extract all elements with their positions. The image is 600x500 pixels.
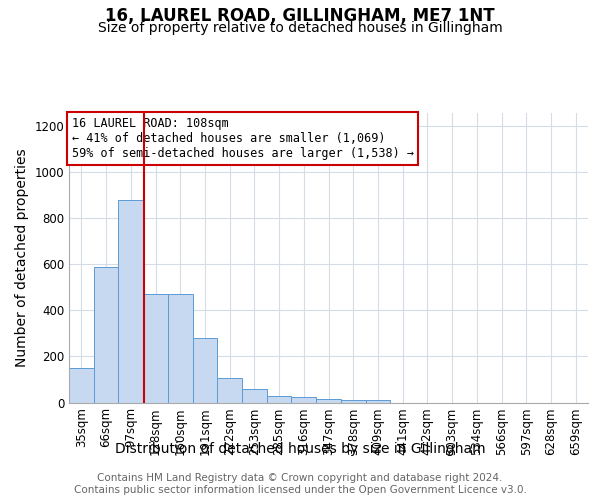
Bar xyxy=(292,396,316,402)
Bar xyxy=(168,294,193,403)
Bar xyxy=(143,294,168,403)
Bar xyxy=(118,200,143,402)
Bar xyxy=(316,399,341,402)
Text: Size of property relative to detached houses in Gillingham: Size of property relative to detached ho… xyxy=(98,21,502,35)
Bar xyxy=(69,368,94,402)
Bar xyxy=(267,396,292,402)
Text: Distribution of detached houses by size in Gillingham: Distribution of detached houses by size … xyxy=(115,442,485,456)
Bar xyxy=(94,266,118,402)
Text: 16 LAUREL ROAD: 108sqm
← 41% of detached houses are smaller (1,069)
59% of semi-: 16 LAUREL ROAD: 108sqm ← 41% of detached… xyxy=(71,117,413,160)
Y-axis label: Number of detached properties: Number of detached properties xyxy=(15,148,29,367)
Bar xyxy=(193,338,217,402)
Bar xyxy=(217,378,242,402)
Text: Contains HM Land Registry data © Crown copyright and database right 2024.
Contai: Contains HM Land Registry data © Crown c… xyxy=(74,474,526,495)
Bar xyxy=(341,400,365,402)
Text: 16, LAUREL ROAD, GILLINGHAM, ME7 1NT: 16, LAUREL ROAD, GILLINGHAM, ME7 1NT xyxy=(105,8,495,26)
Bar xyxy=(242,388,267,402)
Bar xyxy=(365,400,390,402)
